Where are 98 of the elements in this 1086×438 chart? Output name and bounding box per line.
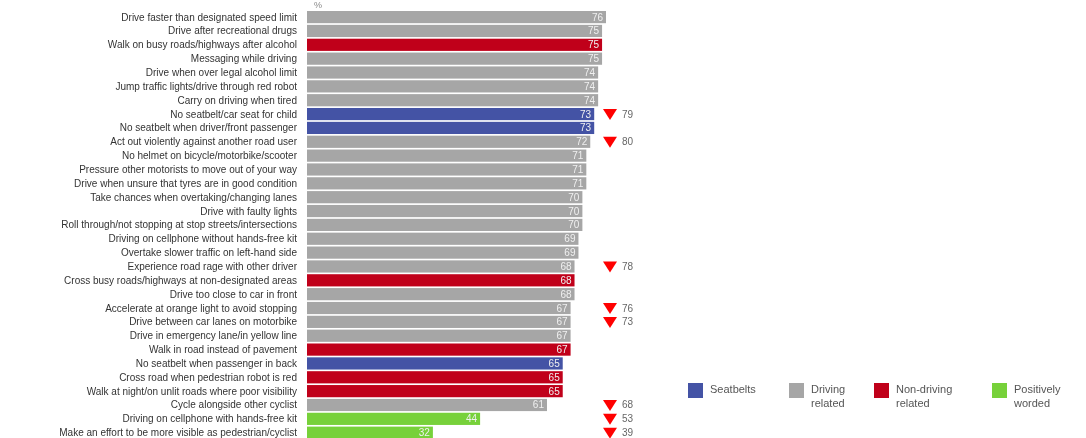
data-label: 74 [584,80,596,92]
text: 39 [622,427,634,438]
bar [307,11,606,24]
y-tick-label: Drive after recreational drugs [168,25,297,37]
bar [307,107,595,121]
y-tick-label: Take chances when overtaking/changing lanes [90,191,297,203]
y-tick-label: Driving on cellphone without hands-free kit [108,233,298,245]
data-label: 44 [465,413,478,425]
y-tick-label: Act out violently against another road user [110,136,298,148]
bar [307,343,571,356]
text: 53 [622,413,634,425]
data-label: 74 [584,94,596,106]
bar [307,426,433,438]
data-label: 65 [548,371,561,383]
bar [307,288,575,301]
data-label: 32 [418,427,431,438]
bar [307,398,547,412]
y-tick-label: Roll through/not stopping at stop streets/intersections [61,219,297,231]
y-tick-label: Cross road when pedestrian robot is red [119,371,297,383]
data-label: 68 [560,260,572,272]
y-tick-label: Driving on cellphone with hands-free kit [122,413,298,425]
y-tick-label: Drive with faulty lights [200,205,297,217]
y-tick-label: Drive faster than designated speed limit [121,11,298,23]
data-label: 71 [572,150,584,162]
data-label: 75 [587,25,600,37]
bar [307,357,563,370]
y-tick-label: Overtake slower traffic on left-hand side [120,247,298,259]
text: 73 [622,316,634,328]
legend-label: Driving related [811,383,846,409]
y-tick-label: Jump traffic lights/drive through red robot [115,80,298,92]
y-tick-label: Drive too close to car in front [169,288,298,300]
data-label: 67 [556,302,569,314]
data-label: 69 [564,247,576,259]
data-label: 69 [564,233,576,245]
text: 79 [622,108,634,120]
data-label: 70 [568,191,580,203]
data-label: 75 [587,39,600,51]
y-tick-label: Carry on driving when tired [177,94,297,106]
legend-label: Non-driving related [896,383,953,409]
data-label: 67 [556,330,569,342]
y-tick-label: Drive when unsure that tyres are in good condition [74,177,297,189]
data-label: 71 [572,177,584,189]
y-tick-label: Make an effort to be more visible as pedestrian/cyclist [59,427,298,438]
bar [307,385,563,398]
bar [307,232,579,245]
bar [307,301,571,315]
y-tick-label: Walk in road instead of pavement [148,344,298,356]
data-label: 67 [556,316,569,328]
bar [307,204,583,218]
y-tick-label: Walk at night/on unlit roads where poor visibility [86,385,297,397]
y-tick-label: Experience road rage with other driver [127,260,298,272]
text: 80 [622,136,634,148]
bar [307,24,603,38]
data-label: 72 [576,136,588,148]
y-tick-label: Drive in emergency lane/in yellow line [129,330,298,342]
y-tick-label: No seatbelt/car seat for child [170,108,297,120]
y-tick-label: Accelerate at orange light to avoid stopping [105,302,297,314]
y-tick-label: Drive between car lanes on motorbike [129,316,298,328]
data-label: 76 [591,11,604,23]
y-tick-label: Drive when over legal alcohol limit [145,67,298,79]
bar [307,191,583,204]
text: 68 [622,399,634,411]
y-tick-label: Messaging while driving [190,53,297,65]
legend-label: Seatbelts [710,383,757,395]
bar [307,38,603,51]
y-tick-label: Pressure other motorists to move out of your way [79,163,297,175]
data-label: 68 [560,288,572,300]
text: 78 [622,260,634,272]
legend-label: Positively worded [1013,383,1061,409]
y-tick-label: Cycle alongside other cyclist [170,399,298,411]
data-label: 70 [568,219,580,231]
bar [307,329,571,342]
y-tick-label: No seatbelt when passenger in back [135,357,298,369]
data-label: 70 [568,205,580,217]
data-label: 75 [587,53,600,65]
data-label: 68 [560,274,572,286]
y-tick-label: Cross busy roads/highways at non-designated areas [64,274,297,286]
data-label: 65 [548,357,561,369]
bar [307,218,583,231]
bar [307,135,591,148]
bar [307,274,575,287]
bar [307,371,563,384]
data-label: 74 [584,67,596,79]
x-axis-title: % [313,0,323,10]
bar [307,94,599,107]
data-label: 73 [580,108,592,120]
text: 76 [622,302,634,314]
data-label: 65 [548,385,561,397]
bar [307,121,595,135]
bar [307,412,481,425]
data-label: 73 [580,122,592,134]
data-label: 61 [532,399,545,411]
data-label: 71 [572,163,584,175]
y-tick-label: No helmet on bicycle/motorbike/scooter [121,150,298,162]
y-tick-label: No seatbelt when driver/front passenger [119,122,298,134]
y-tick-label: Walk on busy roads/highways after alcohol [107,39,297,51]
data-label: 67 [556,344,569,356]
bar [307,315,571,328]
